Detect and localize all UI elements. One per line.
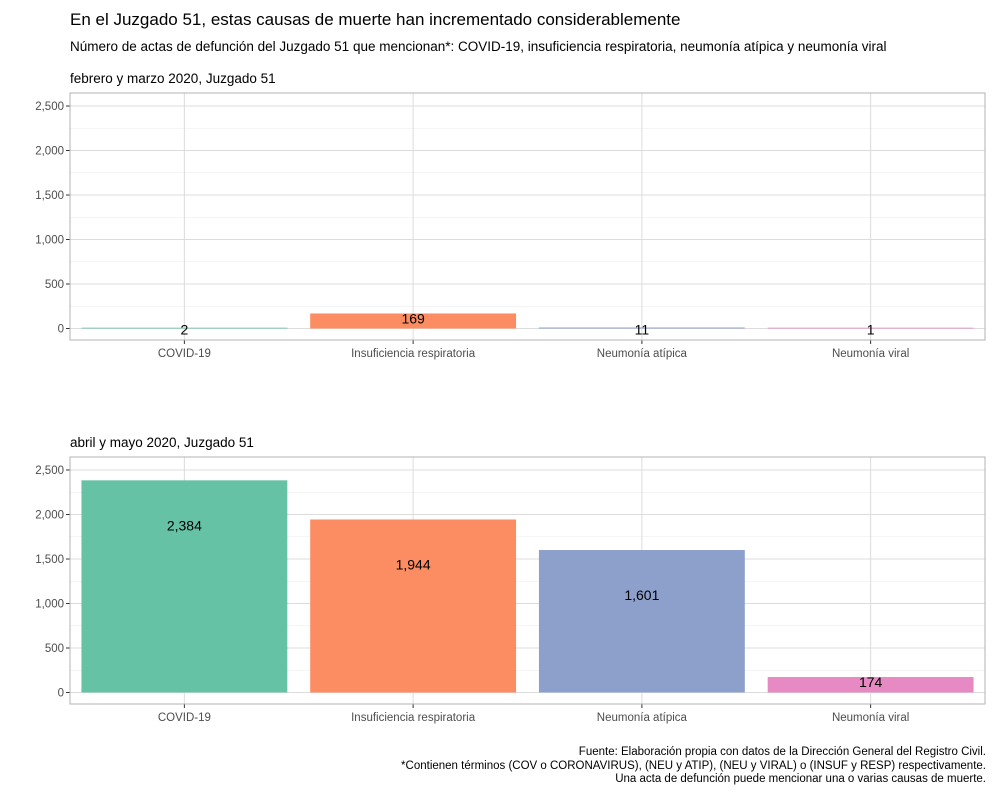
chart-title: En el Juzgado 51, estas causas de muerte… <box>70 10 681 29</box>
bar-value-label-neumonia-viral: 1 <box>867 322 875 338</box>
panel-1-title: febrero y marzo 2020, Juzgado 51 <box>70 71 276 86</box>
x-tick-label-neumonia-viral: Neumonía viral <box>832 348 909 360</box>
y-tick-label: 0 <box>58 688 64 700</box>
y-tick-label: 1,000 <box>35 599 64 611</box>
x-tick-label-covid-19: COVID-19 <box>158 348 211 360</box>
bar-value-label-insuficiencia-respiratoria: 169 <box>401 310 425 326</box>
bar-value-label-neumonia-atipica: 1,601 <box>624 587 659 603</box>
panel-border <box>69 92 986 341</box>
y-tick-label: 2,000 <box>35 146 64 158</box>
bar-value-label-covid-19: 2,384 <box>167 517 202 533</box>
y-tick-label: 2,500 <box>35 101 64 113</box>
x-tick-label-covid-19: COVID-19 <box>158 712 211 724</box>
bar-neumonia-atipica <box>538 550 745 693</box>
y-tick-label: 2,000 <box>35 510 64 522</box>
bar-covid-19 <box>81 327 288 329</box>
y-tick-label: 1,000 <box>35 235 64 247</box>
panel-border <box>69 456 986 705</box>
bar-neumonia-atipica <box>538 327 745 329</box>
bar-covid-19 <box>81 480 288 693</box>
x-tick-label-neumonia-viral: Neumonía viral <box>832 712 909 724</box>
y-tick-label: 0 <box>58 324 64 336</box>
y-tick-label: 1,500 <box>35 554 64 566</box>
x-tick-label-insuficiencia-respiratoria: Insuficiencia respiratoria <box>351 348 476 360</box>
chart-caption: Fuente: Elaboración propia con datos de … <box>401 746 986 787</box>
y-tick-label: 500 <box>45 279 64 291</box>
y-tick-label: 500 <box>45 643 64 655</box>
bar-value-label-insuficiencia-respiratoria: 1,944 <box>396 556 431 572</box>
y-tick-label: 1,500 <box>35 190 64 202</box>
caption-line-note: Una acta de defunción puede mencionar un… <box>615 773 986 785</box>
bar-value-label-neumonia-atipica: 11 <box>635 322 650 338</box>
x-tick-label-insuficiencia-respiratoria: Insuficiencia respiratoria <box>351 712 476 724</box>
chart-subtitle: Número de actas de defunción del Juzgado… <box>70 39 887 54</box>
bar-insuficiencia-respiratoria <box>310 519 517 693</box>
caption-line-terms: *Contienen términos (COV o CORONAVIRUS),… <box>401 759 986 772</box>
x-tick-label-neumonia-atipica: Neumonía atípica <box>597 712 688 724</box>
x-tick-label-neumonia-atipica: Neumonía atípica <box>597 348 688 360</box>
y-tick-label: 2,500 <box>35 465 64 477</box>
bar-neumonia-viral <box>767 327 974 329</box>
bar-insuficiencia-respiratoria <box>310 313 517 329</box>
panel-2-title: abril y mayo 2020, Juzgado 51 <box>70 435 254 450</box>
caption-line-source: Fuente: Elaboración propia con datos de … <box>578 746 986 758</box>
panel-2-chart: 0 500 1,000 1,500 2,000 2,500 2,384 1,944 1,601 1… <box>35 456 986 724</box>
bar-value-label-covid-19: 2 <box>180 322 188 338</box>
bar-neumonia-viral <box>767 677 974 693</box>
bar-value-label-neumonia-viral: 174 <box>859 674 883 690</box>
